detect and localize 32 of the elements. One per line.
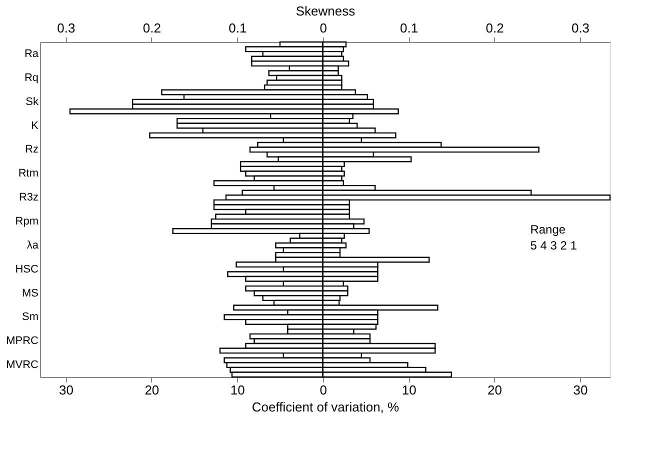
x2-tick-label: 0.2 (142, 20, 161, 36)
y-tick-label: Rpm (15, 215, 38, 228)
x2-tick-label: 0.3 (57, 20, 76, 36)
y-tick-label: Sk (26, 96, 39, 108)
y-tick-label: HSC (15, 263, 39, 276)
x2-tick-label: 0 (320, 20, 327, 36)
x-tick-label: 20 (488, 382, 502, 398)
x-tick-label: 10 (402, 382, 416, 398)
y-tick-label: Sm (22, 311, 38, 324)
x-tick-label: 0 (320, 382, 327, 398)
y-tick-label: MVRC (6, 359, 39, 372)
y-tick-label: R3z (18, 192, 38, 204)
annotation: 5 4 3 2 1 (530, 238, 578, 253)
x-axis-title: Coefficient of variation, % (252, 400, 400, 414)
x2-tick-label: 0.2 (486, 20, 504, 36)
y-tick-label: Rq (24, 72, 38, 84)
x2-tick-label: 0.3 (571, 20, 590, 36)
y-tick-label: Ra (24, 48, 40, 60)
y-tick-label: MPRC (6, 335, 39, 348)
x-tick-label: 30 (58, 382, 74, 398)
y-tick-label: λa (26, 239, 40, 252)
y-tick-label: K (31, 120, 40, 132)
y-tick-label: Rtm (18, 168, 38, 180)
x2-axis-title: Skewness (296, 4, 356, 18)
annotation: Range (530, 222, 566, 237)
x-tick-label: 20 (144, 382, 160, 398)
y-tick-label: Rz (25, 144, 38, 156)
x-tick-label: 10 (230, 382, 245, 398)
x2-tick-label: 0.1 (400, 20, 418, 36)
y-tick-label: MS (22, 287, 38, 300)
x2-tick-label: 0.1 (228, 20, 247, 36)
x-tick-label: 30 (573, 382, 588, 398)
